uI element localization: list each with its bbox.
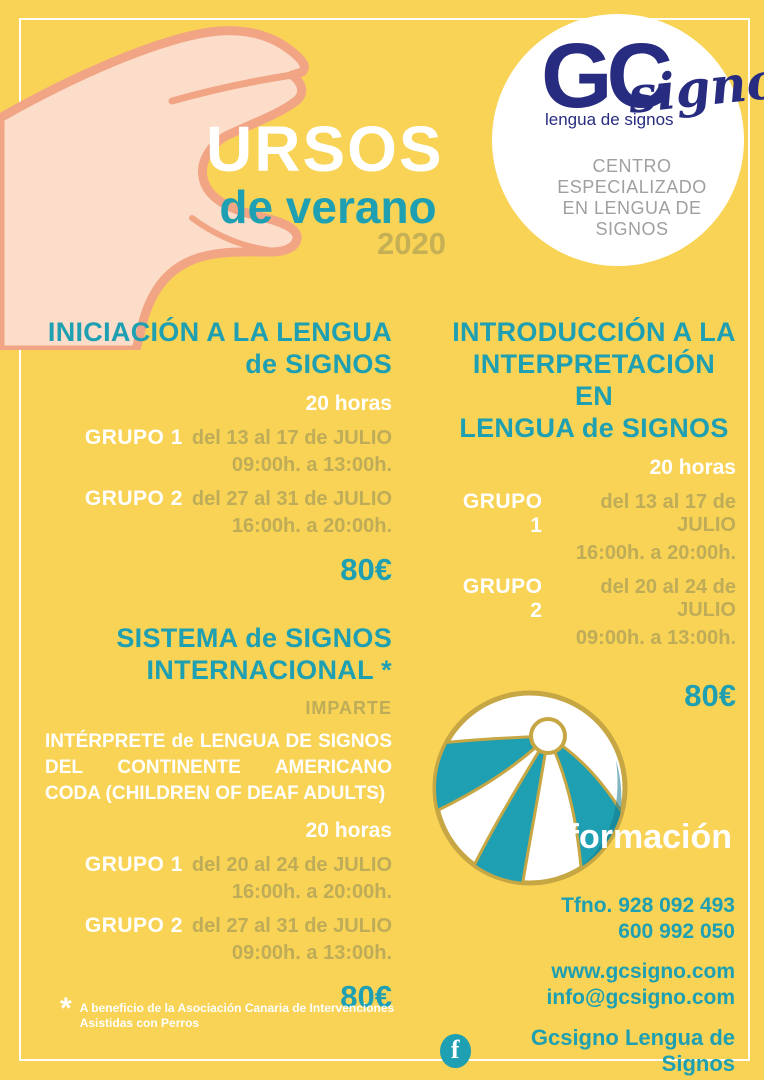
- poster-title: URSOS: [206, 113, 444, 185]
- group-time: 09:00h. a 13:00h.: [575, 627, 736, 649]
- group-time: 09:00h. a 13:00h.: [231, 454, 392, 476]
- logo-tagline: lengua de signos: [545, 110, 674, 129]
- logo-circle: [492, 14, 744, 266]
- footnote-text: A beneficio de la Asociación Canaria de …: [79, 1001, 395, 1030]
- course-duration: 20 horas: [305, 392, 392, 415]
- course-price: 80€: [340, 552, 392, 587]
- imparte-line: INTÉRPRETE de LENGUA DE SIGNOS: [45, 731, 392, 752]
- group-dates: del 20 al 24 de JULIO: [191, 854, 392, 876]
- phone-secondary: 600 992 050: [618, 920, 735, 943]
- imparte-label: IMPARTE: [305, 698, 392, 718]
- group-dates: del 13 al 17 de JULIO: [600, 491, 736, 536]
- course-introduccion: INTRODUCCIÓN A LA INTERPRETACIÓN EN LENG…: [452, 316, 736, 714]
- logo-center-description: CENTRO ESPECIALIZADO EN LENGUA DE SIGNOS: [532, 156, 732, 240]
- group-time: 16:00h. a 20:00h.: [231, 881, 392, 903]
- group-label: GRUPO 1: [84, 426, 183, 449]
- group-label: GRUPO 2: [84, 487, 183, 510]
- course-sistema-internacional: SISTEMA de SIGNOS INTERNACIONAL * IMPART…: [45, 622, 392, 1015]
- asterisk-icon: *: [60, 992, 72, 1025]
- contact-block: Tfno. 928 092 493 600 992 050 www.gcsign…: [440, 893, 735, 1077]
- email-link[interactable]: info@gcsigno.com: [546, 986, 735, 1009]
- logo-center-line2: EN LENGUA DE SIGNOS: [562, 198, 702, 239]
- group-label: GRUPO 2: [462, 575, 543, 622]
- group-row: GRUPO 1 del 20 al 24 de JULIO: [45, 853, 392, 877]
- logo-gc-text: GC: [541, 25, 673, 127]
- group-row: GRUPO 2 del 27 al 31 de JULIO: [45, 487, 392, 511]
- beach-ball-icon: [432, 690, 628, 886]
- course-title: SISTEMA de SIGNOS INTERNACIONAL *: [116, 623, 392, 685]
- footnote: * A beneficio de la Asociación Canaria d…: [60, 992, 396, 1031]
- group-label: GRUPO 1: [84, 853, 183, 876]
- course-duration: 20 horas: [649, 456, 736, 479]
- poster-year: 2020: [377, 226, 446, 261]
- info-label: información: [537, 818, 732, 856]
- group-row: GRUPO 2 del 27 al 31 de JULIO: [45, 914, 392, 938]
- group-dates: del 27 al 31 de JULIO: [191, 915, 392, 937]
- group-dates: del 20 al 24 de JULIO: [600, 576, 736, 621]
- group-row: GRUPO 1 del 13 al 17 de JULIO: [452, 490, 736, 538]
- website-link[interactable]: www.gcsigno.com: [551, 960, 735, 983]
- group-dates: del 13 al 17 de JULIO: [191, 427, 392, 449]
- facebook-page-name[interactable]: Gcsigno Lengua de Signos: [530, 1025, 735, 1076]
- logo-center-line1: CENTRO ESPECIALIZADO: [557, 156, 707, 197]
- facebook-row[interactable]: f Gcsigno Lengua de Signos: [440, 1025, 735, 1077]
- imparte-line: CODA (CHILDREN OF DEAF ADULTS): [45, 783, 386, 804]
- group-time: 16:00h. a 20:00h.: [575, 542, 736, 564]
- hand-letter-c-icon: [0, 26, 309, 350]
- course-iniciacion: INICIACIÓN A LA LENGUA de SIGNOS 20 hora…: [45, 316, 392, 588]
- course-duration: 20 horas: [305, 819, 392, 842]
- group-time: 16:00h. a 20:00h.: [231, 515, 392, 537]
- poster-subtitle: de verano: [219, 181, 437, 233]
- group-dates: del 27 al 31 de JULIO: [191, 488, 392, 510]
- course-price: 80€: [684, 678, 736, 713]
- group-time: 09:00h. a 13:00h.: [231, 942, 392, 964]
- phone-primary: Tfno. 928 092 493: [561, 894, 735, 917]
- imparte-line: DEL CONTINENTE AMERICANO: [45, 757, 392, 778]
- group-row: GRUPO 2 del 20 al 24 de JULIO: [452, 575, 736, 623]
- course-title: INTRODUCCIÓN A LA INTERPRETACIÓN EN LENG…: [452, 317, 736, 443]
- group-row: GRUPO 1 del 13 al 17 de JULIO: [45, 426, 392, 450]
- course-price: 80€: [340, 979, 392, 1014]
- group-label: GRUPO 2: [84, 914, 183, 937]
- facebook-icon[interactable]: f: [440, 1034, 471, 1068]
- group-label: GRUPO 1: [462, 490, 543, 537]
- course-title: INICIACIÓN A LA LENGUA de SIGNOS: [47, 317, 392, 379]
